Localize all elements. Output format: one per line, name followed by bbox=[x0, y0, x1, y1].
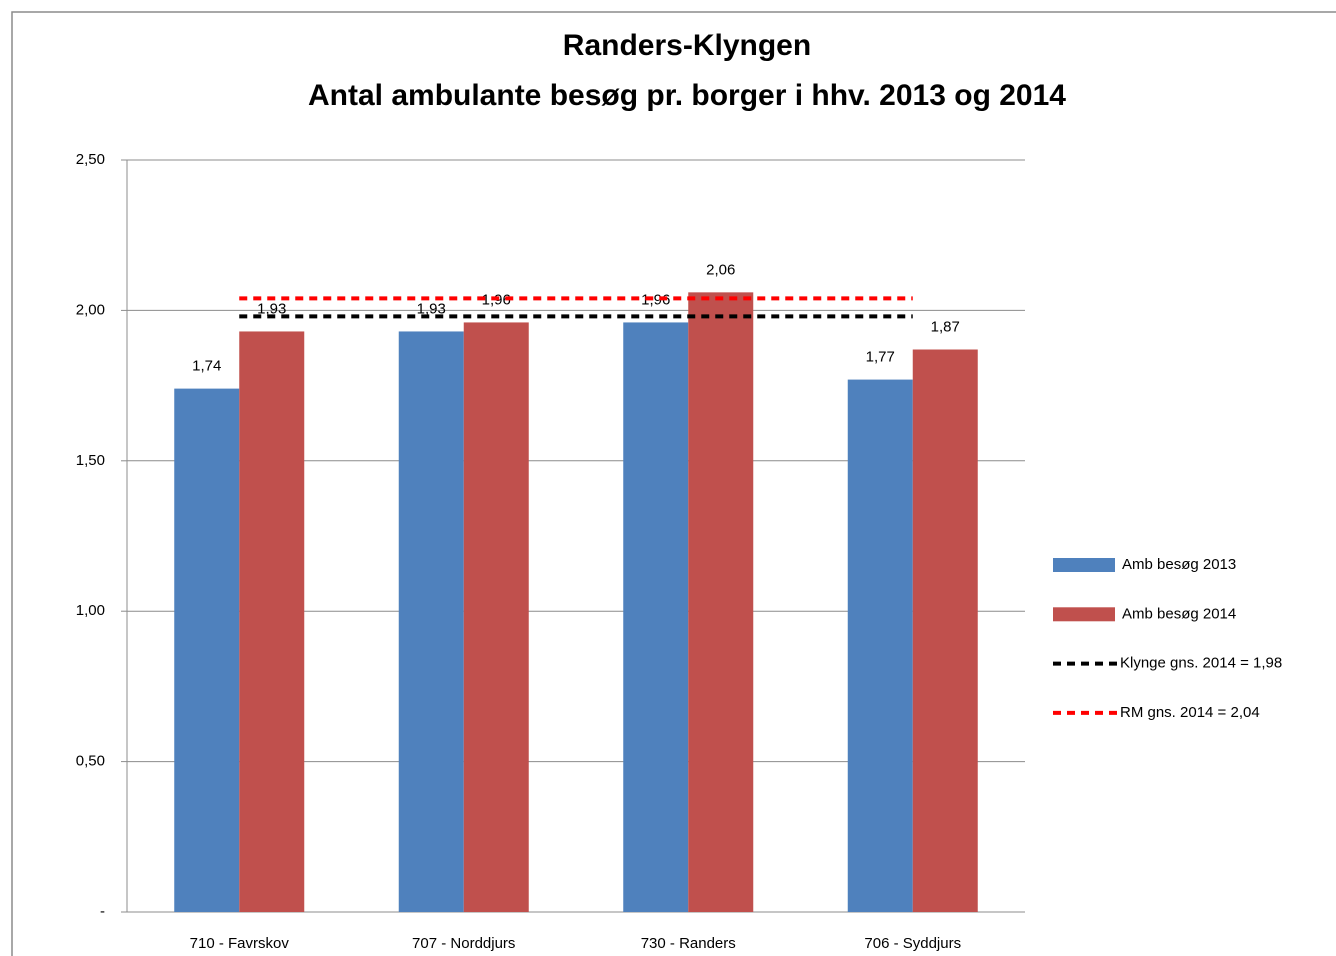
y-tick-label: 2,50 bbox=[76, 151, 105, 168]
x-tick-label: 710 - Favrskov bbox=[190, 935, 290, 952]
legend-label: Amb besøg 2014 bbox=[1122, 605, 1236, 622]
data-label: 1,77 bbox=[866, 349, 895, 366]
y-tick-label: 2,00 bbox=[76, 301, 105, 318]
x-tick-label: 707 - Norddjurs bbox=[412, 935, 515, 952]
bar bbox=[688, 292, 754, 912]
bar bbox=[398, 331, 464, 912]
legend-label: Klynge gns. 2014 = 1,98 bbox=[1120, 655, 1282, 672]
y-tick-label: 1,50 bbox=[76, 452, 105, 469]
legend-label: RM gns. 2014 = 2,04 bbox=[1120, 704, 1260, 721]
bar bbox=[463, 322, 529, 912]
bar bbox=[623, 322, 689, 912]
data-label: 1,74 bbox=[192, 358, 221, 375]
data-label: 1,87 bbox=[931, 318, 960, 335]
legend-label: Amb besøg 2013 bbox=[1122, 556, 1236, 573]
data-label: 1,93 bbox=[417, 300, 446, 317]
data-label: 1,96 bbox=[641, 291, 670, 308]
y-tick-label: - bbox=[100, 903, 105, 920]
bar bbox=[174, 388, 240, 912]
chart-title: Randers-Klyngen bbox=[563, 29, 811, 62]
y-tick-label: 0,50 bbox=[76, 753, 105, 770]
x-tick-label: 706 - Syddjurs bbox=[864, 935, 961, 952]
bar bbox=[847, 379, 913, 913]
chart-subtitle: Antal ambulante besøg pr. borger i hhv. … bbox=[308, 79, 1066, 112]
y-tick-label: 1,00 bbox=[76, 602, 105, 619]
bar bbox=[912, 349, 978, 912]
x-tick-label: 730 - Randers bbox=[641, 935, 736, 952]
data-label: 2,06 bbox=[706, 261, 735, 278]
data-label: 1,93 bbox=[257, 300, 286, 317]
legend-swatch bbox=[1053, 558, 1115, 572]
legend-swatch bbox=[1053, 607, 1115, 622]
bar bbox=[239, 331, 305, 912]
